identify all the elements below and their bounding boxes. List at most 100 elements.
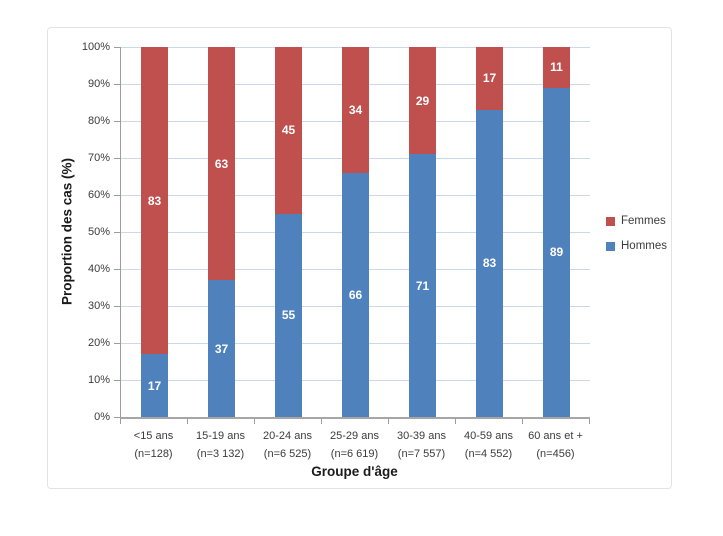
femmes-value-label: 11	[550, 60, 563, 75]
category-label-3: 20-24 ans (n=6 525)	[254, 427, 321, 463]
femmes-value-label: 83	[147, 193, 162, 208]
y-axis-tick-label-0: 0%	[94, 411, 110, 423]
category-label-5: 30-39 ans (n=7 557)	[388, 427, 455, 463]
legend-item-femmes: Femmes	[606, 214, 667, 228]
hommes-value-label: 83	[482, 256, 497, 271]
stacked-bar-7: 11 89	[543, 47, 570, 417]
category-label-1: <15 ans (n=128)	[120, 427, 187, 463]
y-axis-tick-mark-10	[114, 379, 121, 381]
stacked-bar-6: 17 83	[476, 47, 503, 417]
femmes-segment: 17	[476, 47, 503, 110]
stacked-bar-1: 83 17	[141, 47, 168, 417]
hommes-value-label: 55	[281, 308, 296, 323]
y-axis-tick-label-90: 90%	[87, 78, 110, 90]
stacked-bar-4: 34 66	[342, 47, 369, 417]
y-axis-tick-label-60: 60%	[87, 189, 110, 201]
category-age-label: 60 ans et +	[528, 430, 583, 442]
y-axis-tick-mark-90	[114, 83, 121, 85]
y-axis-tick-mark-0	[114, 416, 121, 418]
hommes-value-label: 37	[214, 341, 229, 356]
y-axis-tick-mark-50	[114, 231, 121, 233]
x-axis-tick-mark-6	[522, 419, 523, 424]
femmes-value-label: 45	[281, 123, 296, 138]
y-axis-tick-label-20: 20%	[87, 337, 110, 349]
hommes-value-label: 66	[348, 287, 363, 302]
bar-slot-7: 11 89	[523, 47, 590, 417]
legend: Femmes Hommes	[606, 214, 667, 253]
x-axis-tick-mark-5	[455, 419, 456, 424]
legend-swatch-hommes	[606, 241, 615, 251]
x-axis-tick-mark-7	[589, 419, 590, 424]
y-axis-tick-mark-70	[114, 157, 121, 159]
x-axis-tick-mark-2	[254, 419, 255, 424]
hommes-segment: 66	[342, 172, 369, 417]
hommes-value-label: 71	[415, 278, 430, 293]
hommes-segment: 71	[409, 154, 436, 417]
stacked-bar-5: 29 71	[409, 47, 436, 417]
femmes-segment: 63	[208, 47, 235, 281]
category-label-7: 60 ans et + (n=456)	[522, 427, 589, 463]
category-age-label: 25-29 ans	[330, 430, 379, 442]
femmes-value-label: 63	[214, 156, 229, 171]
hommes-segment: 17	[141, 354, 168, 417]
hommes-value-label: 89	[549, 245, 564, 260]
hommes-value-label: 17	[147, 378, 162, 393]
femmes-value-label: 17	[482, 71, 497, 86]
category-label-4: 25-29 ans (n=6 619)	[321, 427, 388, 463]
category-count-label: (n=6 619)	[330, 448, 379, 460]
category-age-label: 30-39 ans	[397, 430, 446, 442]
y-axis-tick-mark-80	[114, 120, 121, 122]
y-axis-tick-label-40: 40%	[87, 263, 110, 275]
category-count-label: (n=3 132)	[196, 448, 245, 460]
hommes-segment: 37	[208, 280, 235, 417]
legend-swatch-femmes	[606, 216, 615, 226]
category-label-2: 15-19 ans (n=3 132)	[187, 427, 254, 463]
femmes-segment: 45	[275, 47, 302, 214]
y-axis-tick-label-100: 100%	[81, 41, 110, 53]
legend-label-femmes: Femmes	[621, 215, 666, 227]
category-age-label: <15 ans	[133, 430, 174, 442]
bar-slot-2: 63 37	[188, 47, 255, 417]
category-age-label: 40-59 ans	[464, 430, 513, 442]
category-count-label: (n=7 557)	[397, 448, 446, 460]
y-axis-tick-mark-100	[114, 46, 121, 48]
stacked-bar-2: 63 37	[208, 47, 235, 417]
y-axis-tick-label-30: 30%	[87, 300, 110, 312]
category-label-6: 40-59 ans (n=4 552)	[455, 427, 522, 463]
hommes-segment: 89	[543, 87, 570, 417]
hommes-segment: 55	[275, 213, 302, 417]
x-axis-tick-mark-1	[187, 419, 188, 424]
x-axis-tick-mark-3	[321, 419, 322, 424]
category-count-label: (n=6 525)	[263, 448, 312, 460]
hommes-segment: 83	[476, 109, 503, 417]
y-axis-tick-label-80: 80%	[87, 115, 110, 127]
bar-slot-1: 83 17	[121, 47, 188, 417]
category-age-label: 20-24 ans	[263, 430, 312, 442]
femmes-segment: 34	[342, 47, 369, 173]
x-axis-tick-mark-0	[120, 419, 121, 424]
legend-label-hommes: Hommes	[621, 240, 668, 252]
x-axis-title: Groupe d'âge	[311, 464, 398, 479]
femmes-segment: 83	[141, 47, 168, 355]
bar-slot-6: 17 83	[456, 47, 523, 417]
femmes-value-label: 34	[348, 102, 363, 117]
x-axis-tick-mark-4	[388, 419, 389, 424]
category-count-label: (n=128)	[134, 448, 173, 460]
y-axis-tick-label-70: 70%	[87, 152, 110, 164]
y-axis-tick-mark-20	[114, 342, 121, 344]
y-axis-tick-label-50: 50%	[87, 226, 110, 238]
category-count-label: (n=456)	[536, 448, 575, 460]
femmes-segment: 29	[409, 47, 436, 155]
y-axis-tick-mark-40	[114, 268, 121, 270]
y-axis-tick-mark-30	[114, 305, 121, 307]
category-count-label: (n=4 552)	[464, 448, 513, 460]
femmes-value-label: 29	[415, 93, 430, 108]
bar-slot-5: 29 71	[389, 47, 456, 417]
plot-area: 83 17 63 37 45 55 34 66 29 71 17 83 11 89	[114, 46, 590, 419]
femmes-segment: 11	[543, 47, 570, 88]
bar-slot-4: 34 66	[322, 47, 389, 417]
legend-item-hommes: Hommes	[606, 239, 667, 253]
y-axis-tick-label-10: 10%	[87, 374, 110, 386]
chart-frame: Proportion des cas (%) 83 17 63 37 45 55 34 66 2…	[47, 27, 672, 489]
